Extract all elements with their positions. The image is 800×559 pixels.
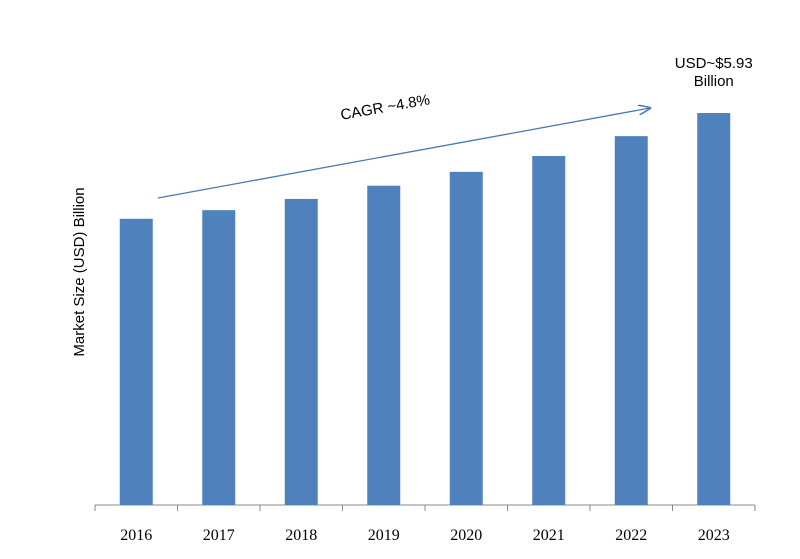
x-tick-label: 2016 [120, 527, 152, 544]
y-axis-title: Market Size (USD) Billion [71, 187, 88, 356]
bar [532, 155, 566, 505]
x-tick-label: 2017 [203, 527, 235, 544]
x-tick-label: 2020 [450, 527, 482, 544]
bar [202, 210, 236, 505]
value-label: USD~$5.93 Billion [674, 55, 753, 90]
x-tick-label: 2023 [698, 527, 730, 544]
cagr-arrow [157, 108, 650, 199]
bar [697, 113, 731, 505]
bar [284, 198, 318, 505]
bar [614, 136, 648, 505]
bar [449, 171, 483, 505]
bar [367, 185, 401, 505]
x-tick-label: 2019 [368, 527, 400, 544]
annotation: CAGR ~4.8% [339, 91, 431, 123]
x-tick-label: 2022 [615, 527, 647, 544]
bar [119, 218, 153, 506]
x-tick-label: 2018 [285, 527, 317, 544]
x-tick-label: 2021 [533, 527, 565, 544]
